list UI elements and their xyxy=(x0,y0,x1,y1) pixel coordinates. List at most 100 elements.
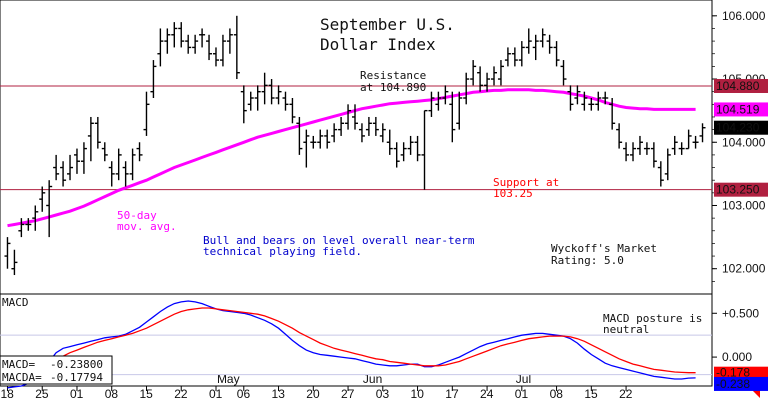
rating-line1: Wyckoff's Market xyxy=(551,242,657,255)
macda-value-label: -0.178 xyxy=(716,366,750,380)
ohlc-bar xyxy=(372,116,379,136)
x-axis-label: 03 xyxy=(376,387,390,400)
support-value-label: 103.250 xyxy=(716,183,760,197)
ohlc-bar xyxy=(393,142,400,168)
ohlc-bar xyxy=(650,142,657,168)
ohlc-bar xyxy=(18,218,25,238)
x-axis-label: 15 xyxy=(584,387,598,400)
x-axis-label: 17 xyxy=(445,387,459,400)
ohlc-bar xyxy=(379,123,386,143)
ohlc-bar xyxy=(254,85,261,111)
ohlc-bar xyxy=(171,22,178,48)
ohlc-bar xyxy=(699,123,706,143)
ohlc-bar xyxy=(352,104,358,130)
macd-line xyxy=(7,300,696,389)
macd-value-label: -0.238 xyxy=(716,377,750,391)
macd-note-line1: MACD posture is xyxy=(603,312,702,325)
ohlc-bar xyxy=(581,91,588,111)
ohlc-bar xyxy=(53,154,60,181)
ohlc-bar xyxy=(518,41,525,67)
ohlc-bar xyxy=(39,186,46,212)
ohlc-bar xyxy=(219,34,226,67)
macd-axis-label: 0.000 xyxy=(722,350,752,364)
ohlc-bar xyxy=(678,142,685,155)
macd-readout-box xyxy=(0,355,113,385)
ohlc-bar xyxy=(129,148,136,181)
ohlc-bar xyxy=(463,72,470,105)
ohlc-bar xyxy=(574,85,581,105)
ohlc-bar xyxy=(11,249,18,276)
ohlc-bar xyxy=(504,47,511,67)
ohlc-bar xyxy=(296,116,303,155)
last-price-value-label: 104.230 xyxy=(716,121,760,135)
ma-annotation-line2: mov. avg. xyxy=(117,220,177,233)
ohlc-bar xyxy=(32,205,39,231)
ma-value-box xyxy=(714,102,768,117)
support-value-box xyxy=(714,182,768,197)
ohlc-bar xyxy=(630,142,637,162)
commentary-line1: Bull and bears on level overall near-ter… xyxy=(203,234,475,247)
ohlc-bar xyxy=(94,116,101,149)
ohlc-bar xyxy=(595,91,602,111)
x-axis-label: 20 xyxy=(306,387,320,400)
ohlc-bar xyxy=(442,85,449,105)
ohlc-bar xyxy=(317,129,324,149)
ohlc-bar xyxy=(150,60,157,98)
x-axis-month-label: Jun xyxy=(363,372,382,386)
macd-axis-label: +0.500 xyxy=(722,306,759,320)
x-axis-label: 08 xyxy=(105,387,119,400)
support-annotation-line1: Support at xyxy=(493,176,559,189)
ohlc-bar xyxy=(345,104,352,130)
x-axis-label: 18 xyxy=(0,387,14,400)
ohlc-bar xyxy=(338,116,345,136)
ohlc-bar xyxy=(365,116,372,136)
macda-value-box xyxy=(714,366,768,379)
ohlc-bar xyxy=(428,91,435,117)
ohlc-bar xyxy=(4,237,11,269)
ohlc-bar xyxy=(240,85,247,124)
ohlc-bar xyxy=(164,28,171,54)
ma-annotation-line1: 50-day xyxy=(117,209,157,222)
ohlc-bar xyxy=(657,161,664,187)
ohlc-bar xyxy=(671,135,678,155)
ohlc-bar xyxy=(331,123,338,143)
chart-title-line1: September U.S. xyxy=(320,15,455,34)
resistance-value-box xyxy=(714,78,768,93)
ohlc-bar xyxy=(185,34,192,54)
ohlc-bar xyxy=(491,66,498,86)
rating-line2: Rating: 5.0 xyxy=(551,254,624,267)
x-axis-label: 08 xyxy=(550,387,564,400)
ohlc-bar xyxy=(303,129,310,168)
last-price-value-box xyxy=(714,120,768,135)
ohlc-bar xyxy=(539,28,546,48)
macd-note-line2: neutral xyxy=(603,323,649,336)
ohlc-bar xyxy=(560,60,567,86)
ohlc-bar xyxy=(67,154,74,181)
ohlc-bar xyxy=(157,28,164,67)
ohlc-bar xyxy=(484,72,491,92)
macd-value-box xyxy=(714,376,768,391)
commentary-line2: technical playing field. xyxy=(203,245,362,258)
x-axis-label: 27 xyxy=(341,387,355,400)
ohlc-bar xyxy=(414,135,421,162)
ohlc-bar xyxy=(122,161,129,187)
price-axis-label: 103.000 xyxy=(722,198,766,212)
macd-readout-value: -0.23800 xyxy=(50,358,103,371)
ohlc-bar xyxy=(609,98,616,130)
ohlc-bar xyxy=(546,34,553,54)
ohlc-bar xyxy=(553,41,560,67)
x-axis-month-label: May xyxy=(217,372,240,386)
price-axis-label: 102.000 xyxy=(722,262,766,276)
ohlc-bar xyxy=(324,129,331,149)
ohlc-bar xyxy=(282,91,289,111)
ohlc-bar xyxy=(456,91,463,130)
x-axis-month-label: Jul xyxy=(516,372,531,386)
resistance-annotation-line1: Resistance xyxy=(360,69,426,82)
macda-line xyxy=(7,307,696,385)
ohlc-bar xyxy=(623,142,630,162)
macd-panel-title: MACD xyxy=(2,296,29,309)
ohlc-bar xyxy=(212,47,219,67)
ohlc-bar xyxy=(233,15,240,80)
ohlc-bar xyxy=(602,91,609,105)
ohlc-bar xyxy=(289,98,296,124)
